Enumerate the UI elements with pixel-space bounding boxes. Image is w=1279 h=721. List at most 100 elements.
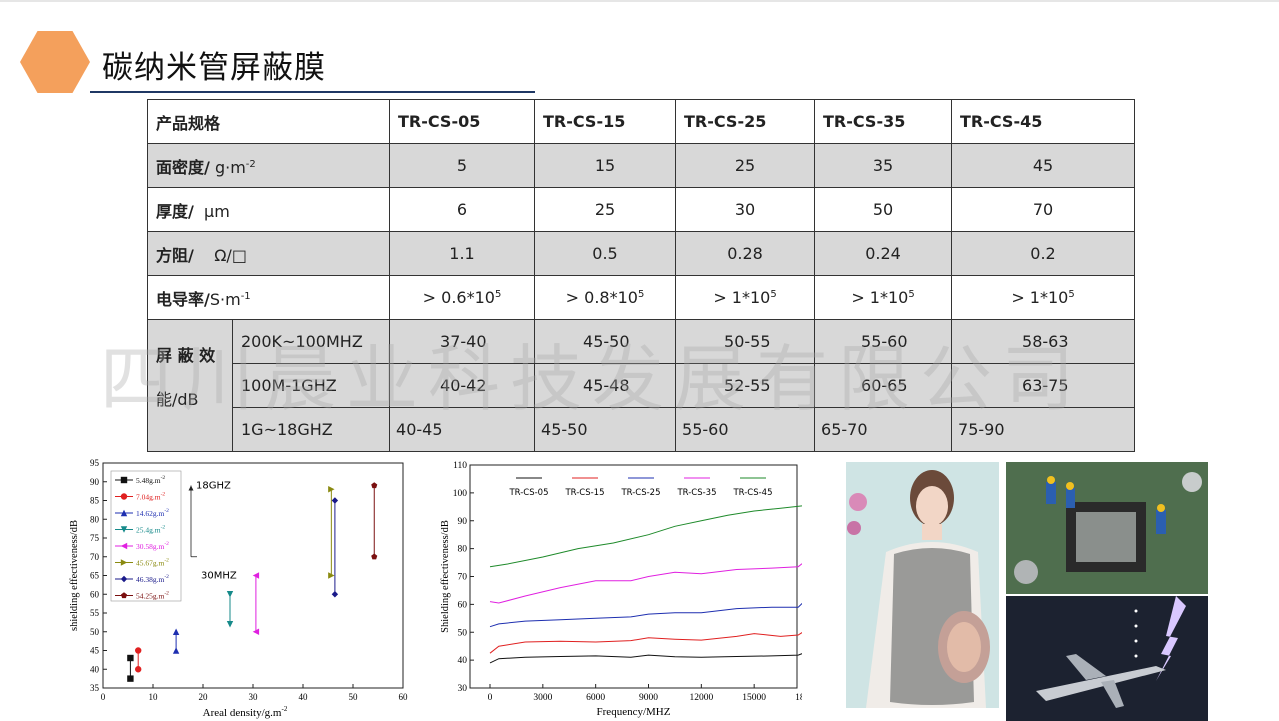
x-tick-label: 6000 <box>586 693 605 703</box>
legend-label: 25.4g.m-2 <box>136 525 165 535</box>
marker-pentagon <box>371 482 378 489</box>
marker-circle <box>135 666 142 673</box>
legend-label: TR-CS-15 <box>564 488 604 498</box>
table-row: 厚度/ μm 6 25 30 50 70 <box>146 187 1136 232</box>
top-divider <box>0 0 1279 2</box>
y-tick-label: 60 <box>458 600 468 610</box>
table-row: 100M-1GHZ 40-42 45-48 52-55 60-65 63-75 <box>148 363 1136 408</box>
marker-square <box>127 675 134 682</box>
y-tick-label: 55 <box>90 608 100 618</box>
table-cell: 30 <box>675 187 816 232</box>
legend-label: 5.48g.m-2 <box>136 475 165 485</box>
marker-square <box>120 476 128 484</box>
areal-density-chart: 0 10 20 30 40 50 60 35 40 45 50 55 60 65 70 75 80 85 90 95 A… <box>69 458 409 719</box>
table-cell: 70 <box>951 187 1136 232</box>
table-cell: 63-75 <box>951 363 1136 408</box>
table-cell: 60-65 <box>814 363 953 408</box>
legend-label: TR-CS-45 <box>732 488 772 498</box>
table-cell: 25 <box>675 143 816 188</box>
series-line <box>489 653 802 664</box>
marker-diamond <box>331 497 339 504</box>
y-tick-label: 40 <box>90 664 100 674</box>
pregnancy-shield-photo <box>846 462 999 708</box>
table-cell: 45 <box>951 143 1136 188</box>
y-tick-label: 30 <box>458 684 468 694</box>
table-cell: 25 <box>534 187 677 232</box>
table-cell: 55-60 <box>814 319 953 364</box>
table-cell: > 1*105 <box>814 275 953 320</box>
marker-triangle-left <box>120 542 128 550</box>
table-cell: 45-50 <box>534 407 677 452</box>
marker-pentagon <box>371 553 378 560</box>
legend-label: 30.58g.m-2 <box>136 541 169 551</box>
x-tick-label: 0 <box>101 692 106 702</box>
table-cell: > 1*105 <box>675 275 816 320</box>
legend-box <box>110 470 182 602</box>
marker-triangle-left <box>252 572 260 579</box>
spec-label: 产品规格 <box>146 99 391 144</box>
table-cell: 50-55 <box>675 319 816 364</box>
marker-triangle-up <box>120 509 128 517</box>
airplane-lightning-photo <box>1006 596 1208 721</box>
marker-triangle-down <box>226 621 234 628</box>
x-tick-label: 60 <box>399 692 409 702</box>
table-cell: 5 <box>389 143 536 188</box>
table-row: 电导率/S·m-1 > 0.6*105 > 0.8*105 > 1*105 > … <box>146 275 1136 320</box>
y-tick-label: 75 <box>90 533 100 543</box>
y-tick-label: 85 <box>90 496 100 506</box>
marker-circle <box>135 647 142 654</box>
marker-triangle-down <box>120 526 128 533</box>
y-tick-label: 50 <box>458 628 468 638</box>
y-tick-label: 50 <box>90 627 100 637</box>
model-header: TR-CS-05 <box>389 99 536 144</box>
table-cell: 40-42 <box>389 363 536 408</box>
title-underline <box>90 91 535 93</box>
table-cell: 0.2 <box>951 231 1136 276</box>
x-tick-label: 3000 <box>533 693 552 703</box>
row-label: 方阻/ Ω/□ <box>146 231 391 276</box>
plot-frame <box>469 464 798 689</box>
marker-triangle-right <box>328 572 335 579</box>
x-tick-label: 15000 <box>742 693 766 703</box>
range-label: 1G~18GHZ <box>231 407 391 452</box>
y-tick-label: 65 <box>90 571 100 581</box>
y-tick-label: 100 <box>453 489 468 499</box>
y-tick-label: 70 <box>90 552 100 562</box>
legend-label: TR-CS-25 <box>620 488 660 498</box>
x-tick-label: 10 <box>149 692 159 702</box>
marker-square <box>127 654 134 662</box>
table-cell: 75-90 <box>951 407 1136 452</box>
hexagon-icon <box>20 31 90 93</box>
annotation-bottom: 30MHZ <box>201 571 237 582</box>
y-tick-label: 35 <box>90 683 100 693</box>
row-label: 厚度/ μm <box>146 187 391 232</box>
legend-label: TR-CS-05 <box>508 488 548 498</box>
model-header: TR-CS-15 <box>534 99 677 144</box>
series-line <box>489 632 802 654</box>
marker-diamond <box>331 591 339 598</box>
circuit-board-photo <box>1006 462 1208 594</box>
x-tick-label: 9000 <box>639 693 658 703</box>
x-tick-label: 20 <box>199 692 209 702</box>
y-tick-label: 90 <box>90 477 100 487</box>
legend-label: 45.67g.m-2 <box>136 558 169 568</box>
x-tick-label: 0 <box>488 693 493 703</box>
row-label: 电导率/S·m-1 <box>146 275 391 320</box>
annotation-top: 18GHZ <box>196 481 231 492</box>
legend-label: 54.25g.m-2 <box>136 591 169 601</box>
table-cell: 37-40 <box>389 319 536 364</box>
model-header: TR-CS-35 <box>814 99 953 144</box>
table-cell: 52-55 <box>675 363 816 408</box>
table-cell: > 0.6*105 <box>389 275 536 320</box>
table-cell: 55-60 <box>675 407 816 452</box>
range-label: 100M-1GHZ <box>231 363 391 408</box>
table-cell: 0.5 <box>534 231 677 276</box>
marker-triangle-up <box>172 647 180 654</box>
series-line <box>489 602 802 628</box>
shielding-label: 屏 蔽 效 能/dB <box>147 319 233 452</box>
table-cell: 1.1 <box>389 231 536 276</box>
table-cell: > 0.8*105 <box>534 275 677 320</box>
row-label: 面密度/ g·m-2 <box>146 143 391 188</box>
x-tick-label: 12000 <box>689 693 713 703</box>
table-header-row: 产品规格 TR-CS-05 TR-CS-15 TR-CS-25 TR-CS-35… <box>146 99 1136 144</box>
